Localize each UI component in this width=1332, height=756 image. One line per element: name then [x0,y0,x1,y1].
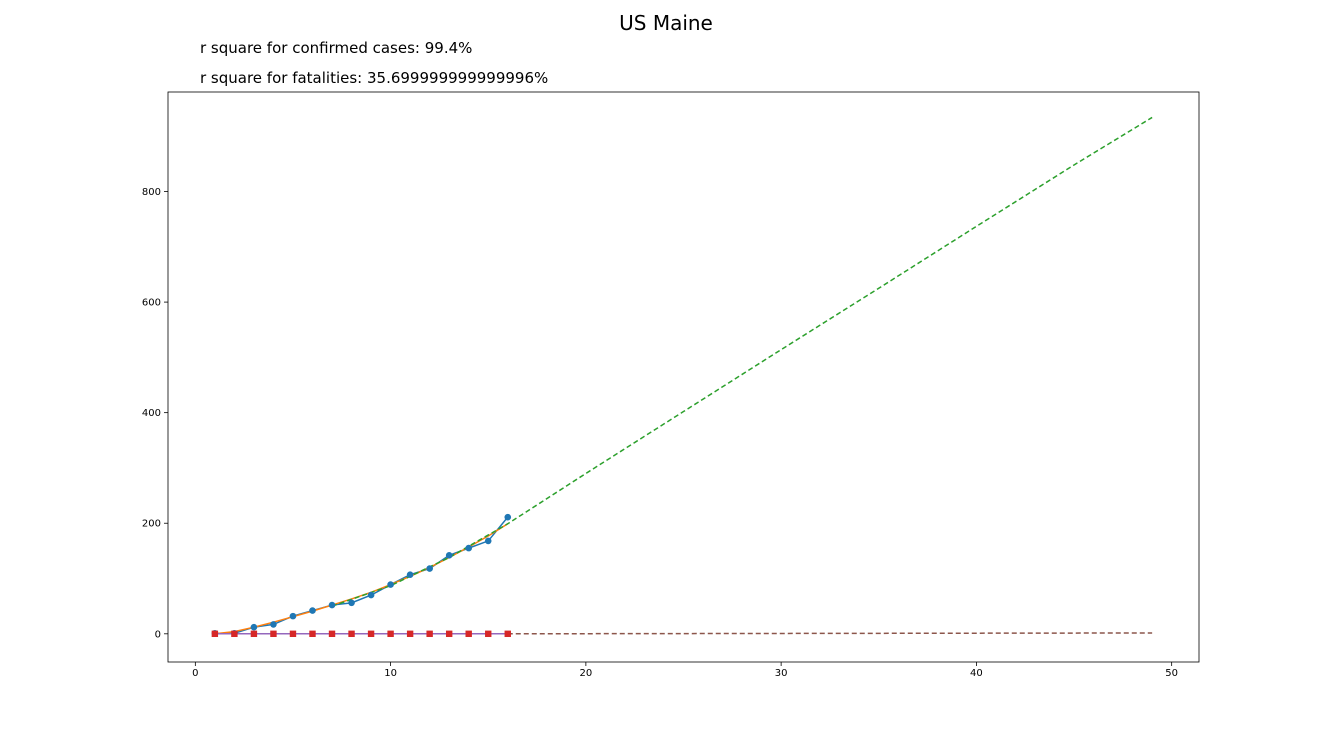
point-confirmed-observed [328,601,336,609]
point-fatalities-observed [211,630,219,638]
point-fatalities-observed [348,630,355,638]
point-fatalities-observed [406,630,414,638]
point-confirmed-observed [309,607,316,614]
series-line-confirmed-fit [214,523,509,635]
series-line-confirmed-observed [214,516,509,634]
point-fatalities-observed [367,630,375,638]
point-confirmed-observed [270,621,277,628]
point-fatalities-observed [445,630,453,638]
y-tick-label: 0 [155,629,161,640]
plot-area: 0 10 20 30 40 50 0 200 400 600 800 [142,91,1200,679]
chart-title: US Maine [619,11,713,35]
x-tick-label: 20 [580,668,593,679]
y-tick-label: 200 [142,519,161,530]
point-confirmed-observed [504,513,512,521]
point-fatalities-observed [328,630,336,638]
series-line-confirmed-forecast [331,116,1153,607]
point-confirmed-observed [348,599,355,607]
x-tick-label: 30 [775,668,788,679]
point-confirmed-observed [387,581,394,588]
point-confirmed-observed [484,537,492,545]
point-fatalities-observed [270,630,277,638]
point-fatalities-observed [426,630,433,638]
point-fatalities-observed [250,630,258,638]
annotation-confirmed-r-square: r square for confirmed cases: 99.4% [200,39,472,57]
point-fatalities-observed [289,630,297,638]
annotation-fatalities-r-square: r square for fatalities: 35.699999999999… [200,69,548,87]
point-confirmed-observed [367,591,375,599]
point-confirmed-observed [250,623,258,631]
series-line-fatalities-forecast [507,632,1153,635]
x-tick-label: 10 [384,668,397,679]
point-confirmed-observed [406,571,414,578]
x-tick-label: 50 [1165,668,1178,679]
point-confirmed-observed [289,612,297,620]
point-fatalities-observed [231,630,238,638]
point-confirmed-observed [426,565,433,572]
point-fatalities-observed [465,630,472,638]
point-fatalities-observed [504,630,511,638]
point-fatalities-observed [309,630,316,638]
y-tick-label: 800 [142,187,161,198]
point-confirmed-observed [445,551,453,559]
y-tick-label: 600 [142,298,161,309]
point-fatalities-observed [387,630,394,638]
y-tick-label: 400 [142,408,161,419]
x-tick-label: 0 [192,668,198,679]
point-confirmed-observed [465,544,473,552]
point-fatalities-observed [485,630,492,638]
plot-frame [167,91,1200,663]
x-tick-label: 40 [970,668,983,679]
